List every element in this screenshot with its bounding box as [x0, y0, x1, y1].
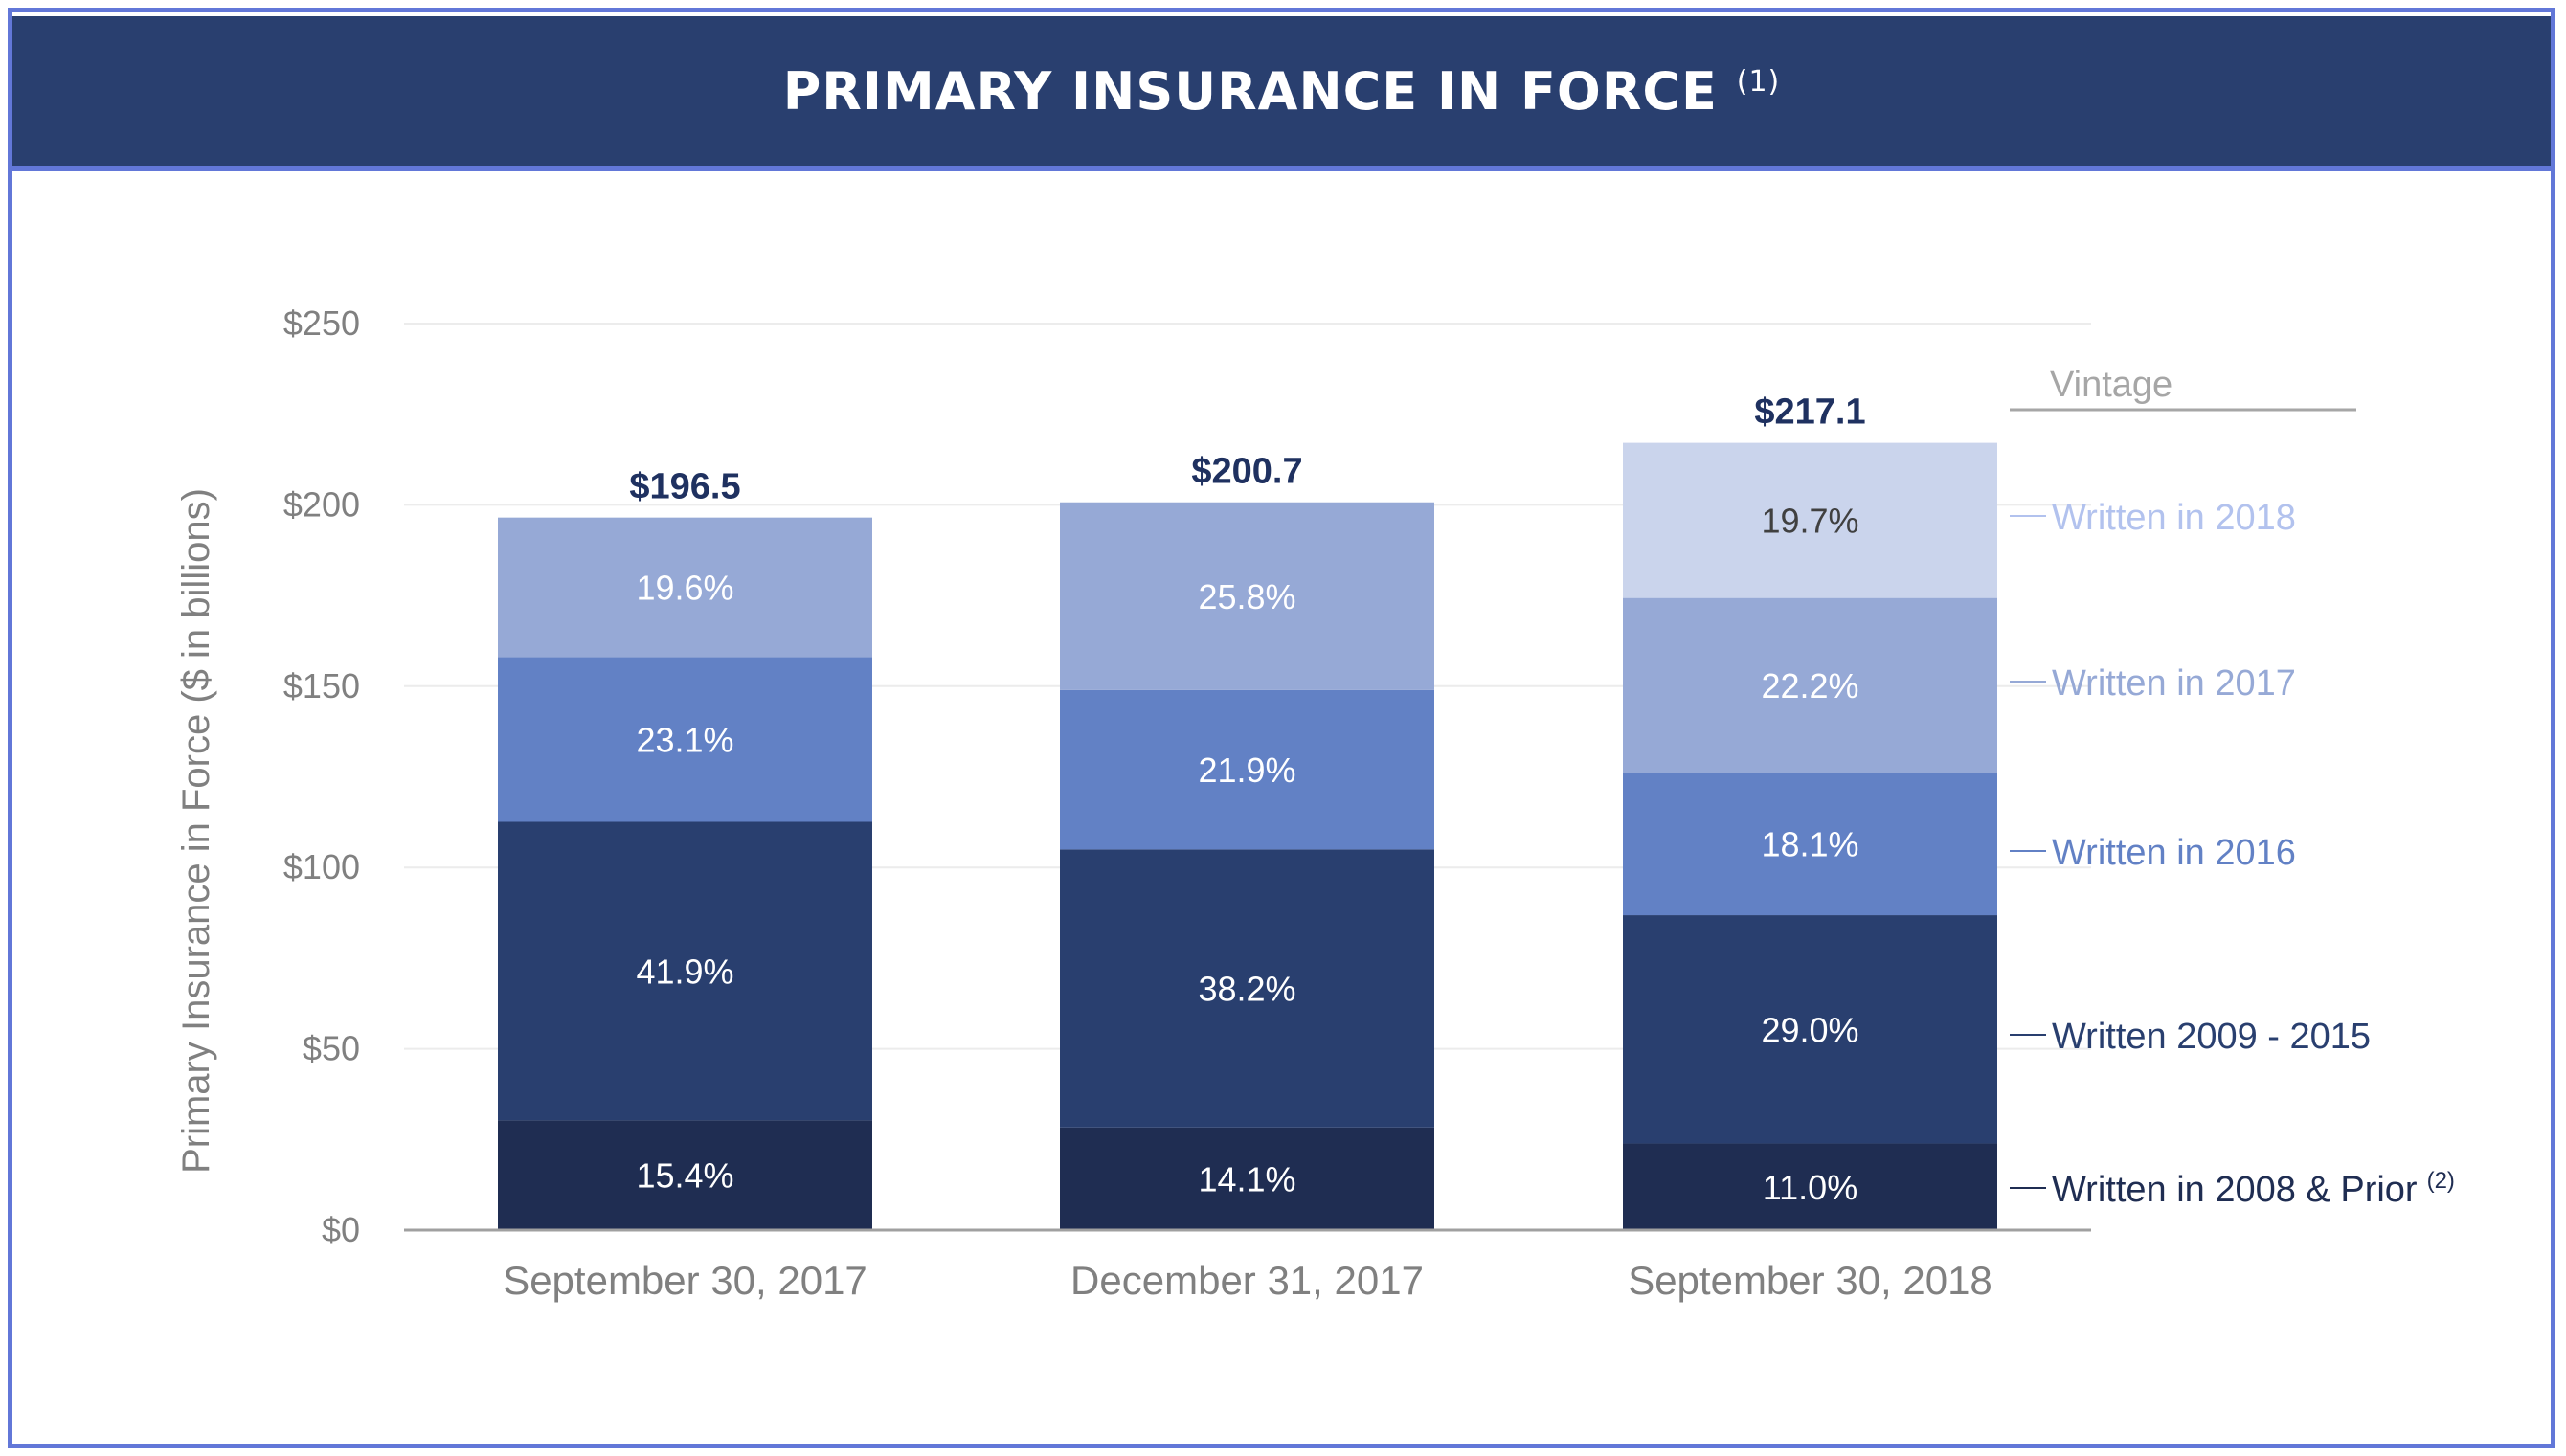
segment-label: 15.4%: [636, 1156, 733, 1196]
segment-label: 38.2%: [1198, 970, 1295, 1009]
bar-segment: [1060, 502, 1434, 690]
segment-label: 19.6%: [636, 569, 733, 608]
x-tick-label: December 31, 2017: [1070, 1258, 1424, 1303]
bar-segment: [1623, 597, 1997, 773]
segment-label: 25.8%: [1198, 577, 1295, 616]
bar-segment: [1623, 442, 1997, 598]
title-bar: PRIMARY INSURANCE IN FORCE (1): [12, 16, 2551, 171]
bar-segment: [498, 1120, 872, 1230]
segment-label: 19.7%: [1761, 502, 1858, 541]
legend-item: Written in 2008 & Prior (2): [2052, 1168, 2455, 1210]
y-axis-label: Primary Insurance in Force ($ in billion…: [175, 488, 217, 1174]
bar-segment: [1060, 849, 1434, 1128]
segment-label: 14.1%: [1198, 1159, 1295, 1198]
bar-segment: [498, 517, 872, 658]
bar-segment: [1623, 773, 1997, 916]
total-label: $217.1: [1754, 392, 1865, 433]
y-tick-label: $50: [303, 1029, 360, 1068]
chart-title-text: PRIMARY INSURANCE IN FORCE: [782, 60, 1718, 122]
x-tick-label: September 30, 2017: [503, 1258, 867, 1303]
y-tick-label: $0: [322, 1210, 360, 1249]
segment-label: 41.9%: [636, 952, 733, 991]
y-tick-label: $200: [283, 484, 360, 524]
segment-label: 23.1%: [636, 721, 733, 760]
x-tick-label: September 30, 2018: [1628, 1258, 1992, 1303]
segment-label: 22.2%: [1761, 666, 1858, 706]
legend-footnote: (2): [2427, 1168, 2455, 1194]
legend-item: Written in 2016: [2052, 833, 2296, 873]
legend-item: Written in 2017: [2052, 663, 2296, 704]
legend-title: Vintage: [2050, 365, 2172, 405]
legend-item: Written 2009 - 2015: [2052, 1017, 2371, 1057]
y-tick-label: $250: [283, 303, 360, 343]
segment-label: 11.0%: [1763, 1168, 1857, 1207]
total-label: $196.5: [629, 467, 740, 507]
chart-title: PRIMARY INSURANCE IN FORCE (1): [783, 61, 1781, 122]
y-tick-label: $150: [283, 666, 360, 706]
segment-label: 21.9%: [1198, 750, 1295, 790]
bar-segment: [1060, 689, 1434, 850]
segment-label: 18.1%: [1761, 825, 1858, 864]
title-footnote: (1): [1736, 64, 1781, 99]
bar-segment: [1623, 915, 1997, 1144]
bar-segment: [1060, 1127, 1434, 1230]
bar-segment: [1623, 1143, 1997, 1230]
y-tick-label: $100: [283, 847, 360, 886]
bar-segment: [498, 821, 872, 1121]
segment-label: 29.0%: [1761, 1010, 1858, 1049]
total-label: $200.7: [1191, 452, 1302, 492]
bar-segment: [498, 657, 872, 822]
legend-item: Written in 2018: [2052, 498, 2296, 538]
